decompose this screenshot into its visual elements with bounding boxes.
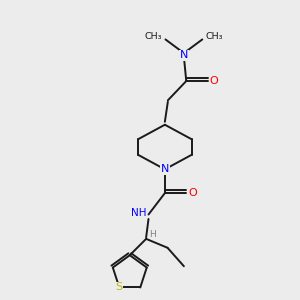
Text: O: O <box>188 188 197 198</box>
Text: CH₃: CH₃ <box>144 32 162 41</box>
Text: NH: NH <box>131 208 147 218</box>
Text: O: O <box>210 76 219 86</box>
Text: CH₃: CH₃ <box>206 32 224 41</box>
Text: N: N <box>161 164 169 174</box>
Text: S: S <box>116 283 123 292</box>
Text: H: H <box>149 230 156 239</box>
Text: N: N <box>180 50 188 60</box>
